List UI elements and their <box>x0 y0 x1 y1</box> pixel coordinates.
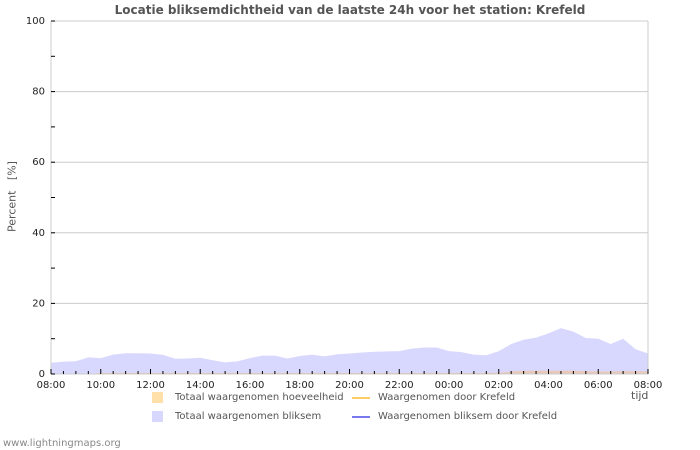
svg-text:60: 60 <box>32 157 45 168</box>
legend-label: Totaal waargenomen bliksem <box>175 411 322 422</box>
y-axis-label: Percent [%] <box>5 161 19 232</box>
legend-item-detected-by-station: Waargenomen door Krefeld <box>352 392 515 403</box>
svg-text:80: 80 <box>32 87 45 98</box>
legend-swatch-blue-area <box>152 411 163 422</box>
svg-text:18:00: 18:00 <box>285 380 314 391</box>
svg-text:10:00: 10:00 <box>86 380 115 391</box>
svg-text:00:00: 00:00 <box>435 380 464 391</box>
legend-label: Waargenomen door Krefeld <box>378 392 516 403</box>
svg-text:40: 40 <box>32 228 45 239</box>
legend-swatch-blue-line <box>352 415 370 418</box>
axes-frame <box>50 20 649 375</box>
legend-item-total-amount: Totaal waargenomen hoeveelheid <box>152 392 344 403</box>
svg-text:16:00: 16:00 <box>236 380 265 391</box>
legend-item-lightning-detected-by-station: Waargenomen bliksem door Krefeld <box>352 411 557 422</box>
svg-text:02:00: 02:00 <box>484 380 513 391</box>
svg-text:20:00: 20:00 <box>335 380 364 391</box>
svg-text:08:00: 08:00 <box>634 380 663 391</box>
svg-text:08:00: 08:00 <box>37 380 66 391</box>
svg-text:20: 20 <box>32 298 45 309</box>
svg-text:04:00: 04:00 <box>534 380 563 391</box>
site-footer-link[interactable]: www.lightningmaps.org <box>3 438 121 449</box>
x-axis-unit-label: tijd <box>631 389 649 402</box>
svg-text:12:00: 12:00 <box>136 380 165 391</box>
axis-ticks: 0 20 40 60 80 100 08:00 10:00 12:00 14:00 16:00 18:… <box>26 16 663 391</box>
legend-label: Totaal waargenomen hoeveelheid <box>175 392 344 403</box>
legend-swatch-orange-line <box>352 396 370 399</box>
data-areas <box>51 328 648 374</box>
svg-text:06:00: 06:00 <box>584 380 613 391</box>
svg-text:100: 100 <box>26 16 45 27</box>
gridlines <box>51 20 648 304</box>
svg-text:0: 0 <box>39 369 45 380</box>
svg-text:14:00: 14:00 <box>186 380 215 391</box>
svg-text:22:00: 22:00 <box>385 380 414 391</box>
legend-label: Waargenomen bliksem door Krefeld <box>378 411 558 422</box>
legend-item-total-lightning: Totaal waargenomen bliksem <box>152 411 321 422</box>
legend-swatch-orange-area <box>152 392 163 403</box>
chart-title: Locatie bliksemdichtheid van de laatste … <box>114 3 586 17</box>
